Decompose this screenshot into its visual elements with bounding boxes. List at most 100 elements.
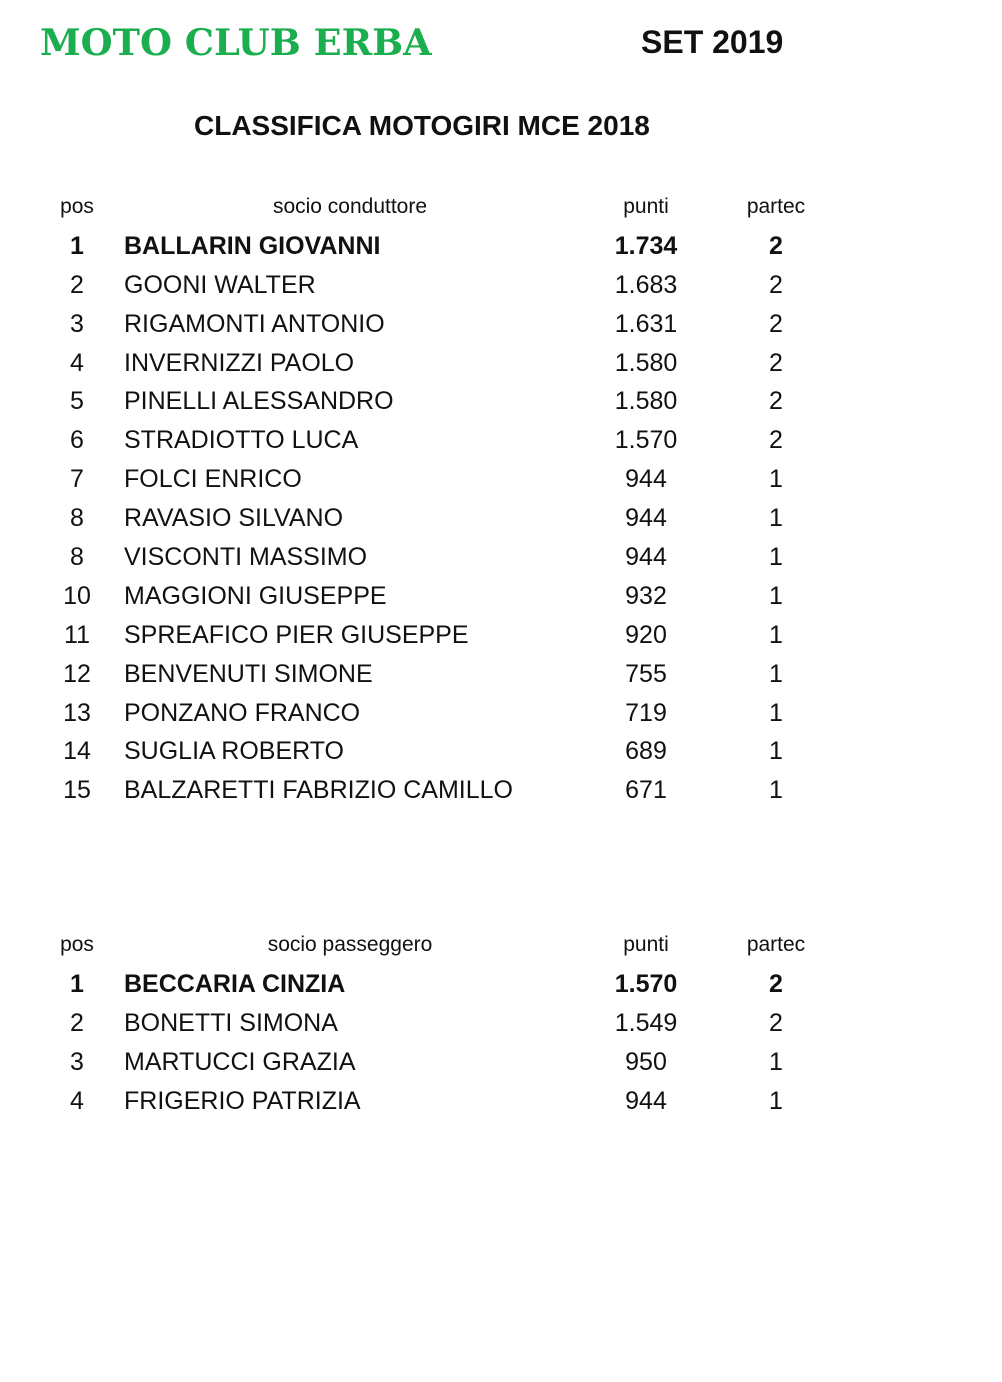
table-row: 3 MARTUCCI GRAZIA 950 1: [0, 1043, 1002, 1082]
cell-name: BENVENUTI SIMONE: [124, 659, 373, 688]
cell-pos: 15: [63, 776, 91, 805]
column-header-pos: pos: [60, 195, 94, 218]
cell-name: FOLCI ENRICO: [124, 465, 302, 494]
column-header-punti: punti: [623, 195, 669, 218]
cell-partec: 2: [769, 348, 783, 377]
cell-name: VISCONTI MASSIMO: [124, 543, 368, 572]
table-row: 4 FRIGERIO PATRIZIA 944 1: [0, 1082, 1002, 1121]
column-header-pos: pos: [60, 933, 94, 956]
cell-pos: 2: [70, 1008, 84, 1037]
cell-partec: 1: [769, 1047, 783, 1076]
cell-name: BONETTI SIMONA: [124, 1008, 338, 1037]
cell-punti: 920: [625, 620, 667, 649]
cell-name: GOONI WALTER: [124, 270, 316, 299]
cell-name: BECCARIA CINZIA: [124, 969, 346, 998]
table-row: 5 PINELLI ALESSANDRO 1.580 2: [0, 382, 1002, 421]
cell-pos: 12: [63, 659, 91, 688]
cell-name: RAVASIO SILVANO: [124, 504, 344, 533]
cell-punti: 1.570: [614, 969, 678, 998]
cell-punti: 1.580: [614, 387, 678, 416]
cell-punti: 944: [625, 504, 667, 533]
cell-name: FRIGERIO PATRIZIA: [124, 1086, 361, 1115]
table-row: 8 RAVASIO SILVANO 944 1: [0, 499, 1002, 538]
cell-partec: 2: [769, 309, 783, 338]
cell-pos: 8: [70, 504, 84, 533]
cell-punti: 1.683: [614, 270, 678, 299]
cell-partec: 2: [769, 387, 783, 416]
cell-punti: 932: [625, 581, 667, 610]
table-row: 11 SPREAFICO PIER GIUSEPPE 920 1: [0, 616, 1002, 655]
column-header-partec: partec: [746, 195, 806, 218]
table-row: 13 PONZANO FRANCO 719 1: [0, 694, 1002, 733]
cell-punti: 671: [625, 776, 667, 805]
passengers-ranking-table: pos socio passeggero punti partec 1 BECCARIA …: [0, 926, 1002, 1120]
cell-punti: 689: [625, 737, 667, 766]
cell-punti: 1.580: [614, 348, 678, 377]
column-header-punti: punti: [623, 933, 669, 956]
table-row: 10 MAGGIONI GIUSEPPE 932 1: [0, 577, 1002, 616]
table-row: 2 BONETTI SIMONA 1.549 2: [0, 1004, 1002, 1043]
cell-name: INVERNIZZI PAOLO: [124, 348, 355, 377]
cell-partec: 1: [769, 581, 783, 610]
document-date: SET 2019: [641, 24, 784, 60]
cell-pos: 1: [70, 969, 84, 998]
table-row: 6 STRADIOTTO LUCA 1.570 2: [0, 421, 1002, 460]
drivers-ranking-table: pos socio conduttore punti partec 1 BALLARIN …: [0, 188, 1002, 810]
cell-pos: 7: [70, 465, 84, 494]
column-header-name: socio passeggero: [267, 933, 433, 956]
cell-partec: 1: [769, 543, 783, 572]
table-row: 1 BECCARIA CINZIA 1.570 2: [0, 965, 1002, 1004]
cell-name: STRADIOTTO LUCA: [124, 426, 359, 455]
cell-pos: 3: [70, 309, 84, 338]
cell-partec: 1: [769, 1086, 783, 1115]
column-header-partec: partec: [746, 933, 806, 956]
cell-name: PINELLI ALESSANDRO: [124, 387, 394, 416]
cell-partec: 1: [769, 504, 783, 533]
cell-name: MAGGIONI GIUSEPPE: [124, 581, 387, 610]
cell-pos: 4: [70, 348, 84, 377]
cell-punti: 1.631: [614, 309, 678, 338]
table-row: 4 INVERNIZZI PAOLO 1.580 2: [0, 344, 1002, 383]
cell-name: SUGLIA ROBERTO: [124, 737, 344, 766]
cell-partec: 1: [769, 737, 783, 766]
table-row: 8 VISCONTI MASSIMO 944 1: [0, 538, 1002, 577]
cell-name: RIGAMONTI ANTONIO: [124, 309, 385, 338]
cell-pos: 3: [70, 1047, 84, 1076]
cell-punti: 944: [625, 1086, 667, 1115]
cell-partec: 1: [769, 659, 783, 688]
table-row: 14 SUGLIA ROBERTO 689 1: [0, 732, 1002, 771]
cell-name: BALZARETTI FABRIZIO CAMILLO: [124, 776, 513, 805]
cell-pos: 11: [64, 620, 90, 649]
table-header: pos socio passeggero punti partec: [0, 926, 1002, 965]
cell-pos: 10: [63, 581, 91, 610]
table-row: 3 RIGAMONTI ANTONIO 1.631 2: [0, 305, 1002, 344]
table-row: 7 FOLCI ENRICO 944 1: [0, 460, 1002, 499]
cell-pos: 1: [70, 231, 84, 260]
table-header: pos socio conduttore punti partec: [0, 188, 1002, 227]
cell-pos: 4: [70, 1086, 84, 1115]
cell-pos: 14: [63, 737, 91, 766]
cell-punti: 944: [625, 543, 667, 572]
cell-partec: 2: [769, 270, 783, 299]
cell-punti: 1.570: [614, 426, 678, 455]
cell-punti: 719: [625, 698, 667, 727]
page-title: CLASSIFICA MOTOGIRI MCE 2018: [194, 110, 650, 141]
cell-name: SPREAFICO PIER GIUSEPPE: [124, 620, 469, 649]
cell-partec: 2: [769, 969, 783, 998]
cell-name: MARTUCCI GRAZIA: [124, 1047, 356, 1076]
cell-punti: 1.549: [614, 1008, 678, 1037]
column-header-name: socio conduttore: [272, 195, 428, 218]
cell-pos: 6: [70, 426, 84, 455]
cell-punti: 755: [625, 659, 667, 688]
cell-partec: 2: [769, 1008, 783, 1037]
cell-partec: 2: [769, 426, 783, 455]
cell-name: PONZANO FRANCO: [124, 698, 361, 727]
cell-partec: 1: [769, 465, 783, 494]
cell-pos: 13: [63, 698, 91, 727]
table-row: 15 BALZARETTI FABRIZIO CAMILLO 671 1: [0, 771, 1002, 810]
cell-partec: 1: [769, 698, 783, 727]
table-row: 2 GOONI WALTER 1.683 2: [0, 266, 1002, 305]
cell-punti: 950: [625, 1047, 667, 1076]
cell-pos: 8: [70, 543, 84, 572]
